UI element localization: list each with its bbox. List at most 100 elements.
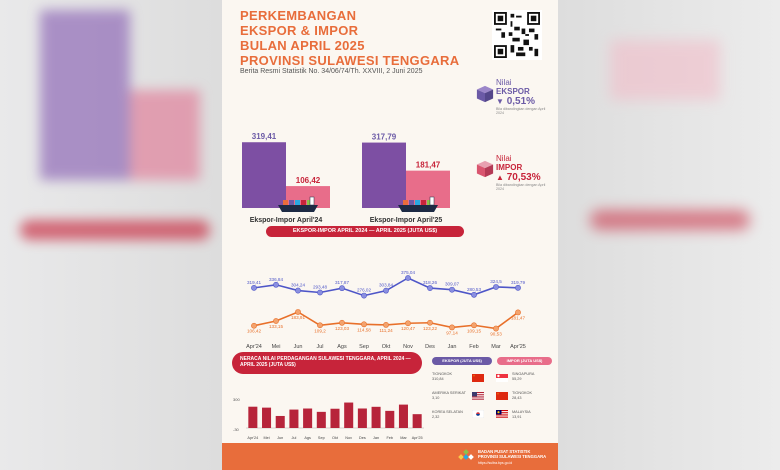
point-label-ekspor: 319,79 xyxy=(511,280,525,285)
balance-bar xyxy=(398,404,408,428)
main-comparison-chart: 319,41 106,42 Ekspor-Impor April'24 317,79 1… xyxy=(232,130,467,230)
bar-value-label: 319,41 xyxy=(252,132,277,141)
ekspor-header-tag: EKSPOR (JUTA US$) xyxy=(432,357,492,365)
qr-code[interactable] xyxy=(492,10,542,60)
point-ekspor xyxy=(295,287,301,294)
balance-bar xyxy=(275,415,285,428)
partner-country: SINGAPURA xyxy=(512,372,535,376)
point-label-ekspor: 304,24 xyxy=(291,283,305,288)
partner-value: 310,84 xyxy=(432,376,444,381)
month-tick-label: Sep xyxy=(359,344,369,350)
balance-month-label: Mar xyxy=(400,436,407,440)
month-tick-label: Jun xyxy=(294,344,303,350)
balance-bar xyxy=(344,402,354,428)
point-impor xyxy=(339,319,345,326)
point-label-impor: 111,24 xyxy=(379,328,393,333)
ekspor-note: Bila dibandingkan dengan April 2024 xyxy=(496,107,546,115)
point-impor xyxy=(471,322,477,329)
balance-bar xyxy=(262,407,272,428)
point-label-impor: 106,42 xyxy=(247,329,261,334)
point-ekspor xyxy=(383,287,389,294)
partner-country: KOREA SELATAN xyxy=(432,410,463,414)
point-impor xyxy=(427,319,433,326)
malaysia-flag-icon xyxy=(496,410,508,418)
impor-header-tag: IMPOR (JUTA US$) xyxy=(497,357,552,365)
usa-flag-icon xyxy=(472,392,484,400)
point-label-impor: 109,15 xyxy=(467,328,481,333)
month-tick-label: Okt xyxy=(382,344,391,350)
balance-title: NERACA NILAI PERDAGANGAN SULAWESI TENGGA… xyxy=(232,352,422,374)
south-korea-flag-icon xyxy=(472,410,484,418)
partner-row: TIONGKOK 28,43 xyxy=(512,391,532,400)
bar-group-caption: Ekspor-Impor April'24 xyxy=(250,217,323,224)
china-flag-icon xyxy=(472,374,484,382)
month-tick-label: Jul xyxy=(316,344,323,350)
impor-stat: Nilai IMPOR ▲ 70,53% Bila dibandingkan d… xyxy=(496,154,546,191)
bar-ekspor xyxy=(362,142,406,208)
impor-note: Bila dibandingkan dengan April 2024 xyxy=(496,183,546,191)
balance-month-label: Jul xyxy=(291,436,296,440)
container-cube-icon xyxy=(476,160,494,178)
ekspor-label: EKSPOR xyxy=(496,87,530,96)
ekspor-change-value: 0,51% xyxy=(506,96,536,107)
org-url[interactable]: https://sultra.bps.go.id xyxy=(478,461,513,465)
point-ekspor xyxy=(471,291,477,298)
point-impor xyxy=(449,324,455,331)
point-label-impor: 120,47 xyxy=(401,326,415,331)
partner-value: 3,10 xyxy=(432,395,440,400)
partner-value: 2,32 xyxy=(432,414,440,419)
line-chart-title: EKSPOR-IMPOR APRIL 2024 — APRIL 2025 (JU… xyxy=(266,226,464,237)
partner-country: AMERIKA SERIKAT xyxy=(432,391,466,395)
ekspor-stat: Nilai EKSPOR ▼ 0,51% Bila dibandingkan d… xyxy=(496,78,546,115)
month-tick-label: Des xyxy=(425,344,435,350)
point-impor xyxy=(317,322,323,329)
title-line: PERKEMBANGAN xyxy=(240,8,357,23)
partner-row: KOREA SELATAN 2,32 xyxy=(432,410,463,419)
balance-month-label: Okt xyxy=(332,436,339,440)
point-ekspor xyxy=(493,284,499,290)
balance-bar xyxy=(330,408,340,428)
point-label-impor: 133,15 xyxy=(269,324,283,329)
balance-month-label: Feb xyxy=(386,436,393,440)
ekspor-impor-line-chart: 319,41 336,84 304,24 293,48 317,87 276,02 303,… xyxy=(246,270,526,350)
point-label-impor: 123,03 xyxy=(335,326,349,331)
partner-row: AMERIKA SERIKAT 3,10 xyxy=(432,391,466,400)
balance-month-label: Jun xyxy=(277,436,283,440)
balance-month-label: Sep xyxy=(318,436,325,440)
ekspor-label-top: Nilai xyxy=(496,78,512,87)
month-tick-label: Feb xyxy=(469,344,478,350)
impor-change-value: 70,53% xyxy=(506,172,541,183)
point-impor xyxy=(251,322,257,329)
point-label-ekspor: 293,48 xyxy=(313,284,327,289)
balance-month-label: Apr'24 xyxy=(247,436,258,440)
balance-bar xyxy=(248,406,258,428)
balance-bar xyxy=(371,406,381,428)
point-label-ekspor: 336,84 xyxy=(269,277,283,282)
bar-value-label: 181,47 xyxy=(416,161,441,170)
point-impor xyxy=(493,325,499,332)
point-impor xyxy=(515,309,521,316)
partner-value: 28,43 xyxy=(512,395,522,400)
bar-group-caption: Ekspor-Impor April'25 xyxy=(370,217,443,224)
point-ekspor xyxy=(273,281,279,288)
balance-month-label: Nov xyxy=(345,436,352,440)
partner-row: SINGAPURA 55,29 xyxy=(512,372,534,381)
container-cube-icon xyxy=(476,85,494,103)
point-label-ekspor: 317,87 xyxy=(335,280,349,285)
point-label-ekspor: 303,84 xyxy=(379,283,393,288)
month-tick-label: Jan xyxy=(448,344,457,350)
blurred-backdrop-left xyxy=(20,10,210,310)
footer: BADAN PUSAT STATISTIK PROVINSI SULAWESI … xyxy=(222,443,558,470)
point-label-impor: 97,14 xyxy=(446,330,458,335)
month-tick-label: Ags xyxy=(337,344,347,350)
balance-bar xyxy=(316,411,326,428)
trade-partners-table: TIONGKOK 310,84 AMERIKA SERIKAT 3,10 KOR… xyxy=(432,370,552,442)
title-line: EKSPOR & IMPOR xyxy=(240,23,359,38)
partner-row: TIONGKOK 310,84 xyxy=(432,372,452,381)
qr-code-graphic xyxy=(494,12,540,58)
org-line: BADAN PUSAT STATISTIK xyxy=(478,449,531,454)
point-impor xyxy=(405,320,411,327)
month-tick-label: Apr'25 xyxy=(510,344,526,350)
trade-balance-chart: 300 -30 Apr'24 Mei Jun Jul Ags Sep Okt Nov Des Jan F… xyxy=(233,397,424,440)
month-tick-label: Apr'24 xyxy=(246,344,262,350)
